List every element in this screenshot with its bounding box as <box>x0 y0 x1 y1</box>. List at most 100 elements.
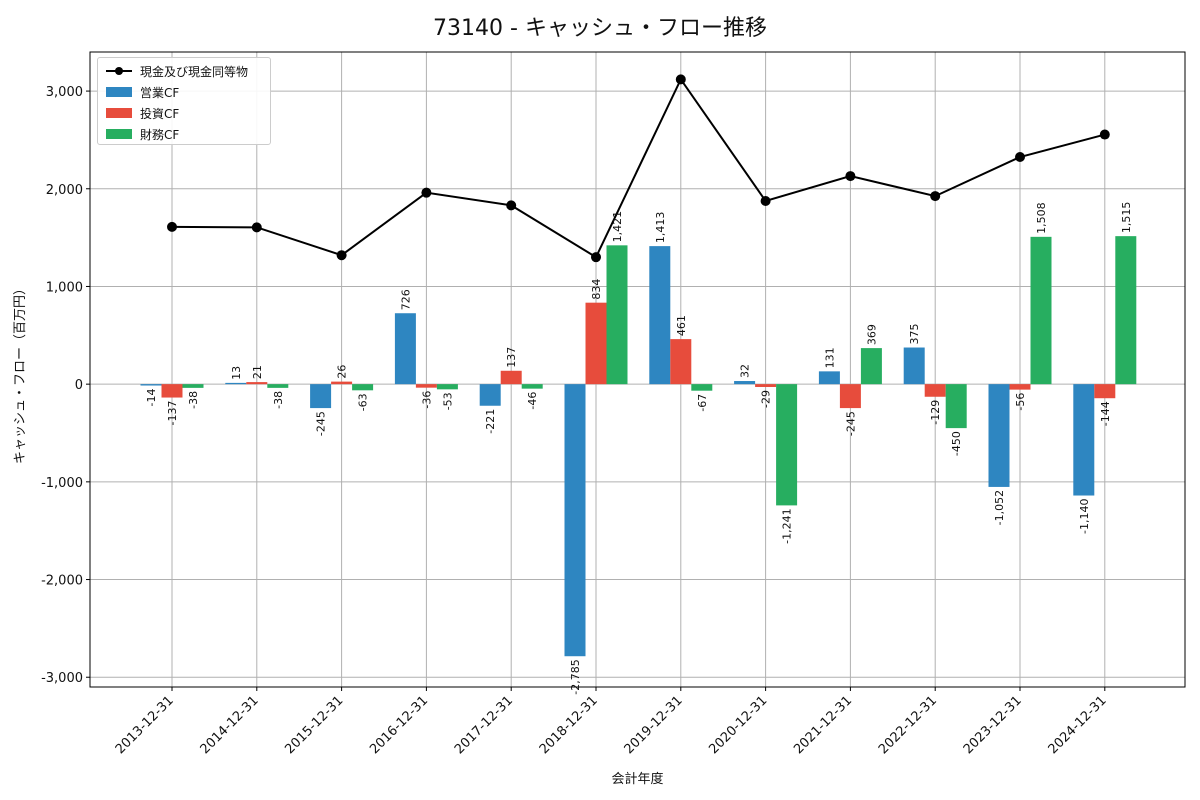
x-tick-label: 2024-12-31 <box>1046 693 1110 757</box>
data-label: 726 <box>399 289 412 310</box>
bar <box>479 384 501 406</box>
bar-series <box>140 236 1137 657</box>
cash-line <box>171 77 1106 259</box>
bar <box>1094 384 1116 399</box>
bar <box>839 384 861 409</box>
bar <box>776 384 798 506</box>
data-label: -1,140 <box>1078 499 1091 534</box>
y-tick-label: 1,000 <box>46 280 83 295</box>
x-tick-label: 2017-12-31 <box>452 693 516 757</box>
bar <box>415 384 437 388</box>
x-tick-label: 2013-12-31 <box>113 693 177 757</box>
y-tick-label: -1,000 <box>41 476 83 491</box>
legend-label-operating: 営業CF <box>140 85 180 100</box>
cash-point <box>1015 152 1025 163</box>
data-label: 13 <box>230 366 243 380</box>
data-label: -221 <box>484 409 497 434</box>
data-label: -38 <box>187 391 200 409</box>
x-tick-label: 2018-12-31 <box>537 693 601 757</box>
y-tick-label: -2,000 <box>41 574 83 589</box>
legend: 現金及び現金同等物 営業CF 投資CF 財務CF <box>97 57 271 145</box>
legend-swatch-investing <box>106 108 132 118</box>
x-tick-label: 2021-12-31 <box>791 693 855 757</box>
bar <box>734 381 756 385</box>
y-tick-label: -3,000 <box>41 671 83 686</box>
x-tick-label: 2016-12-31 <box>367 693 431 757</box>
legend-swatch-financing <box>106 129 132 139</box>
bar <box>1073 384 1095 496</box>
cash-point <box>760 195 771 206</box>
data-label: -245 <box>844 411 857 436</box>
data-label: 1,421 <box>611 211 624 243</box>
cash-point <box>421 187 432 198</box>
data-label: -36 <box>420 391 433 409</box>
data-label: -144 <box>1099 401 1112 426</box>
data-label: 1,515 <box>1120 202 1133 234</box>
cash-point <box>336 250 347 261</box>
legend-item-financing: 財務CF <box>106 124 179 144</box>
cash-point <box>675 74 686 85</box>
data-label: -56 <box>1014 393 1027 411</box>
bar <box>267 384 289 388</box>
data-label: -129 <box>929 400 942 425</box>
bar <box>1009 384 1031 390</box>
data-label: 375 <box>908 324 921 345</box>
y-tick-label: 3,000 <box>46 85 83 100</box>
legend-item-cash: 現金及び現金同等物 <box>106 61 248 81</box>
bar <box>394 313 416 385</box>
data-label: -2,785 <box>569 659 582 694</box>
bar <box>818 371 840 385</box>
bar <box>500 370 522 385</box>
cash-point <box>930 191 941 202</box>
x-tick-label: 2019-12-31 <box>622 693 686 757</box>
y-tick-label: 0 <box>75 378 83 393</box>
bar <box>331 381 353 385</box>
bar <box>606 245 628 385</box>
legend-item-investing: 投資CF <box>106 103 179 123</box>
legend-label-financing: 財務CF <box>140 127 180 142</box>
bar <box>521 384 543 389</box>
bar <box>755 384 777 387</box>
bar <box>691 384 713 391</box>
legend-label-cash: 現金及び現金同等物 <box>140 64 249 79</box>
data-label: 21 <box>251 365 264 379</box>
data-label: 834 <box>590 279 603 300</box>
y-axis-label: キャッシュ・フロー（百万円） <box>13 282 28 464</box>
bar <box>670 339 692 385</box>
x-tick-label: 2015-12-31 <box>282 693 346 757</box>
cash-point <box>251 222 262 233</box>
data-label: -1,052 <box>993 490 1006 525</box>
bar <box>436 384 458 390</box>
data-label: -245 <box>315 411 328 436</box>
data-label: 369 <box>865 324 878 345</box>
bar <box>649 246 671 385</box>
data-label: 26 <box>336 365 349 379</box>
bar <box>225 382 247 385</box>
data-labels: -14 13 -245 726 -221 -2,785 1,413 32 131 375 -1,05… <box>145 202 1133 695</box>
x-tick-label: 2023-12-31 <box>961 693 1025 757</box>
legend-line-marker-icon <box>106 66 132 76</box>
bar <box>1115 236 1137 385</box>
x-tick-label: 2022-12-31 <box>876 693 940 757</box>
chart-title: 73140 - キャッシュ・フロー推移 <box>433 16 767 41</box>
data-label: -29 <box>760 390 773 408</box>
bar <box>564 384 586 657</box>
plot-frame <box>89 51 1186 688</box>
data-label: -38 <box>272 391 285 409</box>
data-label: 32 <box>739 364 752 378</box>
bar <box>924 384 946 397</box>
bar <box>352 384 374 391</box>
bar <box>140 384 162 386</box>
data-label: 131 <box>823 347 836 368</box>
legend-item-operating: 営業CF <box>106 82 179 102</box>
bar <box>585 302 607 385</box>
bar <box>310 384 332 409</box>
x-axis-label: 会計年度 <box>611 772 664 787</box>
cash-point <box>845 171 856 182</box>
bar <box>1030 236 1052 385</box>
bar <box>903 347 925 385</box>
cash-point <box>506 200 517 211</box>
y-tick-label: 2,000 <box>46 183 83 198</box>
data-label: 461 <box>675 315 688 336</box>
data-label: -450 <box>950 431 963 456</box>
